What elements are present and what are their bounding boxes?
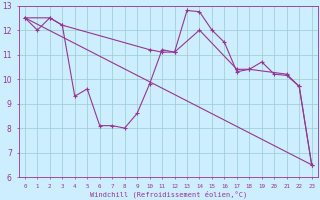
- X-axis label: Windchill (Refroidissement éolien,°C): Windchill (Refroidissement éolien,°C): [90, 190, 247, 198]
